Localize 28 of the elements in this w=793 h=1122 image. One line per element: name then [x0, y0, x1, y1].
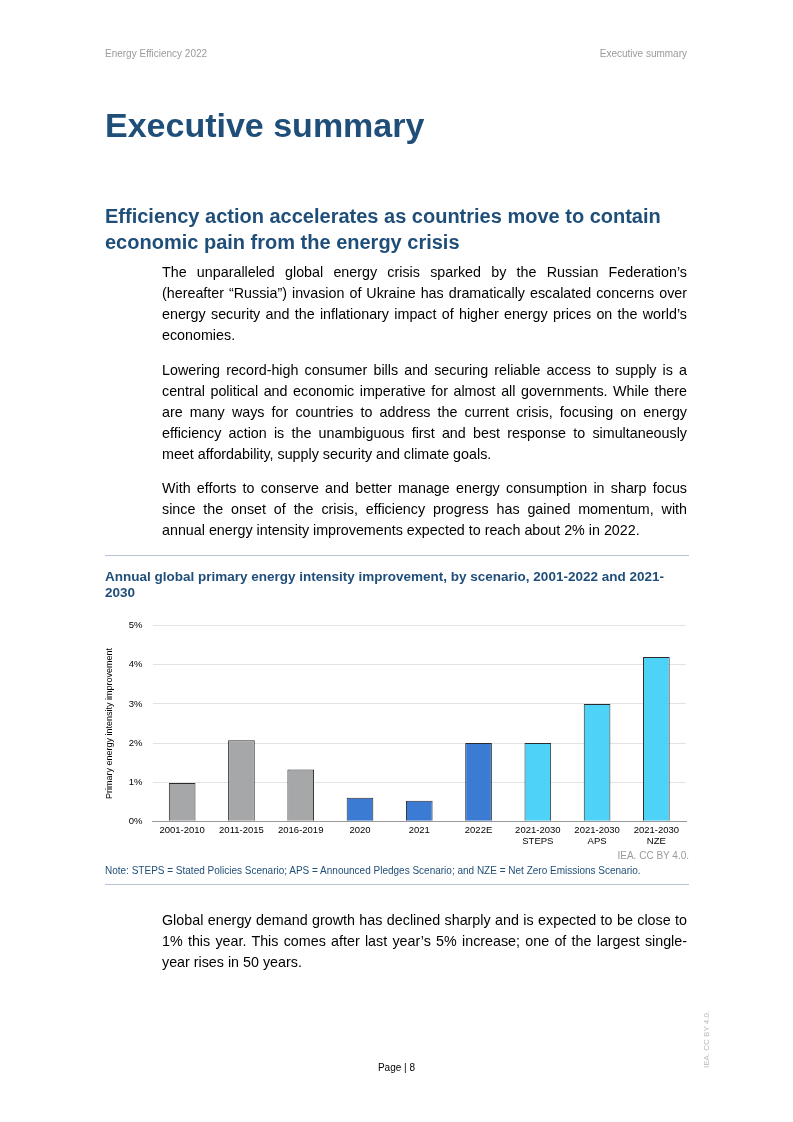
y-tick-label: 0%	[128, 814, 144, 826]
text: Efficiency action accelerates as countries move to contain economic pain from the energy crisis	[105, 204, 662, 255]
y-tick-label: 3%	[128, 697, 144, 709]
text: Executive summary	[599, 48, 687, 59]
text: Note: STEPS = Stated Policies Scenario; APS = Announced Pledges Scenario; and NZE = Net Zero Emissions Scenario.	[105, 865, 641, 876]
x-tick-label: 2001-2010	[159, 823, 205, 835]
x-tick-label: 2022E	[464, 823, 493, 835]
text: IEA. CC BY 4.0.	[617, 850, 689, 861]
text: With efforts to conserve and better manage energy consumption in sharp focus since the onset of the crisis, efficiency progress has gained momentum, with annual energy intensity improvements expected to reach about 2% in 2022.	[162, 479, 687, 540]
x-tick-label: 2016-2019	[278, 823, 324, 835]
y-tick-label: 2%	[128, 736, 144, 748]
text: Executive summary	[105, 106, 425, 145]
text: Page | 8	[377, 1062, 416, 1073]
text: The unparalleled global energy crisis sparked by the Russian Federation’s (hereafter “Russia”) invasion of Ukraine has dramatically escalated concerns over energy security and the inflationary impact of higher energy prices on the world’s economies.	[162, 263, 687, 345]
text: Lowering record-high consumer bills and securing reliable access to supply is a central political and economic imperative for almost all governments. While there are many ways for countries to address the current crisis, focusing on energy efficiency action is the unambiguous first and best response to simultaneously meet affordability, supply security and climate goals.	[162, 361, 687, 464]
x-tick-label: 2020	[349, 823, 371, 835]
y-axis-title: Primary energy intensity improvement	[103, 647, 114, 799]
chart-title: Annual global primary energy intensity improvement, by scenario, 2001-2022 and 2021-2030	[105, 569, 665, 601]
text: Global energy demand growth has declined sharply and is expected to be close to 1% this year. This comes after last year’s 5% increase; one of the largest single-year rises in 50 years.	[162, 911, 687, 972]
text: Energy Efficiency 2022	[105, 48, 208, 59]
x-tick-label: 2021-2030 NZE	[633, 823, 680, 846]
x-tick-label: 2021-2030 APS	[574, 823, 620, 846]
x-tick-label: 2011-2015	[219, 823, 264, 835]
y-tick-label: 1%	[128, 775, 144, 787]
x-tick-label: 2021	[408, 823, 430, 835]
y-tick-label: 4%	[128, 658, 144, 670]
x-tick-label: 2021-2030 STEPS	[515, 823, 561, 846]
y-tick-label: 5%	[128, 619, 144, 631]
